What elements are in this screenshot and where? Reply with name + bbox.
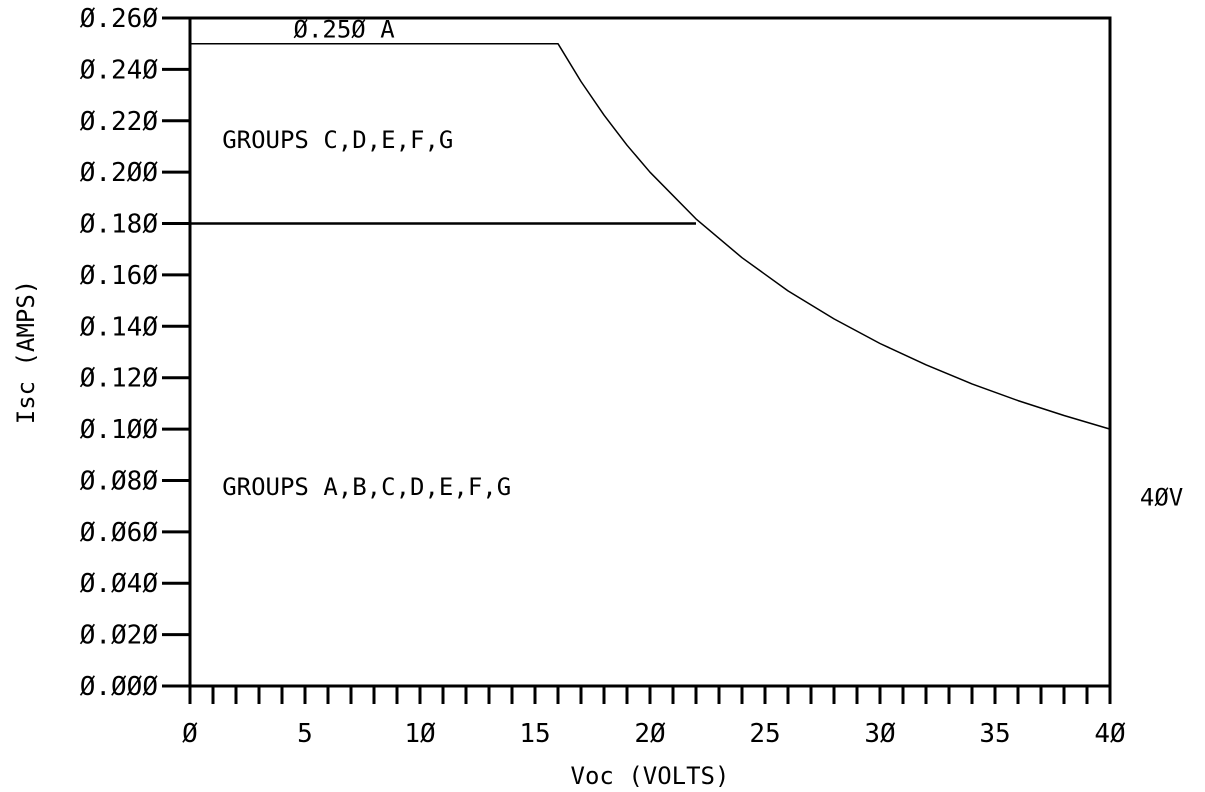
x-axis-ticks: Ø 5 1Ø 15 2Ø 25 3Ø 35 4Ø <box>182 686 1126 749</box>
x-axis-title: Voc (VOLTS) <box>571 762 730 790</box>
y-tick-label: Ø.2ØØ <box>80 158 159 188</box>
chart-annotation: 4ØV <box>1140 483 1183 511</box>
x-tick-label: 2Ø <box>634 719 666 749</box>
x-tick-label: 35 <box>979 719 1010 749</box>
chart-annotation: GROUPS A,B,C,D,E,F,G <box>222 473 511 501</box>
x-tick-label: Ø <box>182 719 198 749</box>
y-tick-label: Ø.Ø8Ø <box>80 466 159 496</box>
x-tick-label: 3Ø <box>864 719 896 749</box>
plot-frame <box>188 16 1112 688</box>
chart-annotation: GROUPS C,D,E,F,G <box>222 126 453 154</box>
x-tick-label: 15 <box>519 719 550 749</box>
series-layer <box>190 42 1111 430</box>
chart-annotation: Ø.25Ø A <box>294 16 396 44</box>
y-tick-label: Ø.24Ø <box>80 55 159 85</box>
y-tick-label: Ø.14Ø <box>80 312 159 342</box>
y-tick-label: Ø.22Ø <box>80 107 159 137</box>
y-axis-ticks: Ø.ØØØ Ø.Ø2Ø Ø.Ø4Ø Ø.Ø6Ø Ø.Ø8Ø Ø.1ØØ Ø.12Ø Ø.14Ø… <box>80 4 190 702</box>
series-line-1 <box>190 42 1111 430</box>
x-tick-label: 5 <box>297 719 313 749</box>
y-tick-label: Ø.Ø6Ø <box>80 518 159 548</box>
y-axis-title: Isc (AMPS) <box>12 280 40 425</box>
x-tick-label: 25 <box>749 719 780 749</box>
y-tick-label: Ø.18Ø <box>80 210 159 240</box>
x-tick-label: 1Ø <box>404 719 436 749</box>
y-tick-label: Ø.26Ø <box>80 4 159 34</box>
y-tick-label: Ø.ØØØ <box>80 672 159 702</box>
y-tick-label: Ø.1ØØ <box>80 415 159 445</box>
y-tick-label: Ø.12Ø <box>80 364 159 394</box>
annotation-layer: Ø.25Ø A GROUPS C,D,E,F,G GROUPS A,B,C,D,E,… <box>222 16 1183 512</box>
x-tick-label: 4Ø <box>1094 719 1126 749</box>
y-tick-label: Ø.Ø2Ø <box>80 621 159 651</box>
y-tick-label: Ø.Ø4Ø <box>80 569 159 599</box>
y-tick-label: Ø.16Ø <box>80 261 159 291</box>
